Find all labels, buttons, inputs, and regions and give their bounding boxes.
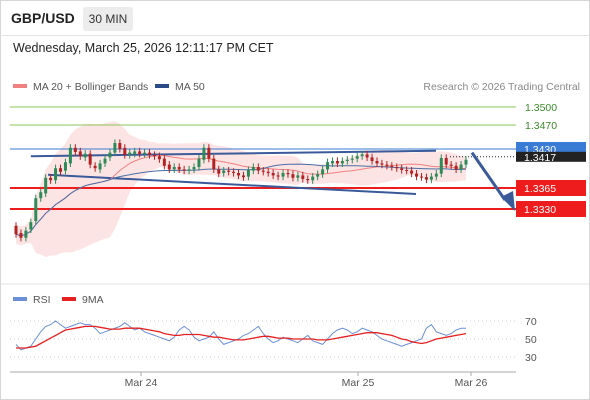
chart-datetime: Wednesday, March 25, 2026 12:11:17 PM CE… [13,41,274,55]
header-divider [0,35,590,36]
instrument-title: GBP/USD [11,10,75,26]
timeframe-button[interactable]: 30 MIN [83,7,133,31]
chart-header: GBP/USD 30 MIN [0,0,590,36]
